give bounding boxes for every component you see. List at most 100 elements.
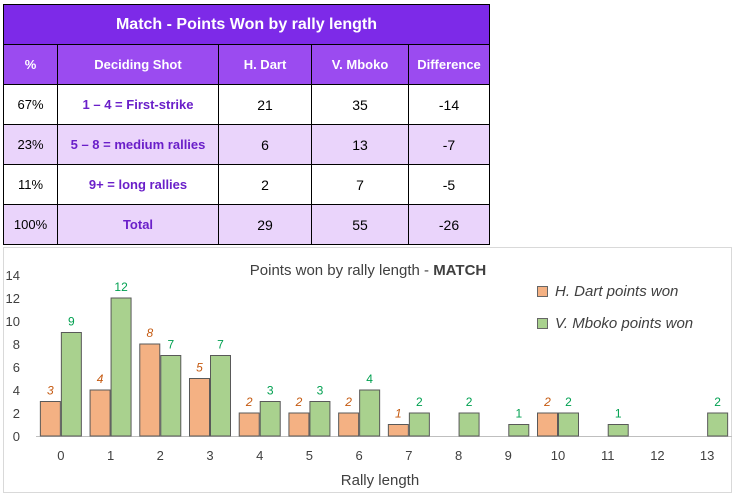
data-label-h-dart: 2 xyxy=(245,395,253,409)
header-difference: Difference xyxy=(408,44,490,85)
y-tick-label: 0 xyxy=(13,429,20,444)
row-v-mboko: 55 xyxy=(311,204,409,245)
row-h-dart: 2 xyxy=(218,164,312,205)
table-row: 67% 1 – 4 = First-strike 21 35 -14 xyxy=(3,84,490,125)
bar-h-dart xyxy=(387,424,409,437)
legend-item-h-dart: H. Dart points won xyxy=(537,283,678,300)
chart-title: Points won by rally length - MATCH xyxy=(0,262,736,279)
header-h-dart: H. Dart xyxy=(218,44,312,85)
table-title: Match - Points Won by rally length xyxy=(3,4,490,45)
x-tick-label: 2 xyxy=(157,448,164,463)
x-tick-label: 7 xyxy=(405,448,412,463)
row-difference: -14 xyxy=(408,84,490,125)
legend-label-v-mboko: V. Mboko points won xyxy=(555,315,694,332)
x-tick-label: 11 xyxy=(601,448,615,463)
data-label-h-dart: 5 xyxy=(196,361,203,375)
x-tick-label: 1 xyxy=(107,448,114,463)
bar-v-mboko xyxy=(408,412,430,437)
row-difference: -7 xyxy=(408,124,490,165)
data-label-v-mboko: 7 xyxy=(167,338,174,352)
x-tick-label: 0 xyxy=(57,448,64,463)
x-axis-title: Rally length xyxy=(341,472,419,489)
bar-v-mboko xyxy=(359,389,381,437)
y-tick-label: 14 xyxy=(6,268,20,283)
x-tick-label: 4 xyxy=(256,448,263,463)
row-deciding-shot: Total xyxy=(57,204,219,245)
row-h-dart: 29 xyxy=(218,204,312,245)
data-label-v-mboko: 2 xyxy=(416,395,423,409)
row-v-mboko: 35 xyxy=(311,84,409,125)
header-row: % Deciding Shot H. Dart V. Mboko Differe… xyxy=(3,44,490,85)
data-label-v-mboko: 9 xyxy=(68,315,75,329)
y-tick-label: 10 xyxy=(6,314,20,329)
chart-title-text: Points won by rally length - xyxy=(249,262,434,279)
bar-h-dart xyxy=(338,412,360,437)
data-label-h-dart: 4 xyxy=(97,372,104,386)
row-percent: 23% xyxy=(3,124,58,165)
data-label-v-mboko: 1 xyxy=(615,407,622,421)
y-tick-label: 8 xyxy=(13,337,20,352)
bar-v-mboko xyxy=(110,297,132,437)
data-label-h-dart: 8 xyxy=(146,326,153,340)
data-label-v-mboko: 2 xyxy=(714,395,721,409)
chart-area xyxy=(3,247,732,493)
bar-h-dart xyxy=(139,343,161,437)
x-tick-label: 3 xyxy=(206,448,213,463)
legend-label-h-dart: H. Dart points won xyxy=(555,283,679,300)
y-tick-label: 4 xyxy=(13,383,20,398)
legend-swatch-h-dart xyxy=(537,286,548,297)
row-deciding-shot: 5 – 8 = medium rallies xyxy=(57,124,219,165)
legend-swatch-v-mboko xyxy=(537,318,548,329)
x-tick-label: 12 xyxy=(650,448,664,463)
legend-item-v-mboko: V. Mboko points won xyxy=(537,315,693,332)
row-deciding-shot: 9+ = long rallies xyxy=(57,164,219,205)
y-tick-label: 6 xyxy=(13,360,20,375)
data-label-h-dart: 3 xyxy=(47,384,54,398)
data-label-v-mboko: 2 xyxy=(565,395,572,409)
bar-h-dart xyxy=(238,412,260,437)
bar-v-mboko xyxy=(210,355,231,437)
data-label-h-dart: 2 xyxy=(295,395,303,409)
bar-v-mboko xyxy=(60,332,82,437)
data-label-h-dart: 1 xyxy=(395,407,402,421)
bar-v-mboko xyxy=(458,412,480,437)
bar-v-mboko xyxy=(309,401,331,437)
bar-v-mboko xyxy=(259,401,281,437)
data-label-v-mboko: 12 xyxy=(114,280,128,294)
bar-v-mboko xyxy=(160,355,182,437)
data-label-h-dart: 2 xyxy=(344,395,352,409)
data-label-v-mboko: 3 xyxy=(317,384,324,398)
y-tick-label: 12 xyxy=(6,291,20,306)
row-percent: 100% xyxy=(3,204,58,245)
bar-h-dart xyxy=(89,389,111,437)
row-h-dart: 21 xyxy=(218,84,312,125)
chart-title-bold: MATCH xyxy=(433,262,487,279)
bar-v-mboko xyxy=(707,412,729,437)
table-row: 23% 5 – 8 = medium rallies 6 13 -7 xyxy=(3,124,490,165)
x-tick-label: 6 xyxy=(356,448,363,463)
header-deciding-shot: Deciding Shot xyxy=(57,44,219,85)
bar-h-dart xyxy=(537,412,558,437)
x-tick-label: 5 xyxy=(306,448,313,463)
y-tick-label: 2 xyxy=(13,406,20,421)
x-tick-label: 9 xyxy=(505,448,512,463)
data-label-v-mboko: 1 xyxy=(515,407,522,421)
data-label-v-mboko: 7 xyxy=(217,338,224,352)
x-tick-label: 10 xyxy=(551,448,565,463)
bar-h-dart xyxy=(288,412,310,437)
row-v-mboko: 13 xyxy=(311,124,409,165)
x-tick-label: 13 xyxy=(700,448,714,463)
bar-v-mboko xyxy=(508,424,530,437)
points-table: Match - Points Won by rally length % Dec… xyxy=(3,4,490,245)
bar-h-dart xyxy=(189,378,210,437)
row-difference: -26 xyxy=(408,204,490,245)
x-tick-label: 8 xyxy=(455,448,462,463)
row-percent: 67% xyxy=(3,84,58,125)
data-label-v-mboko: 2 xyxy=(466,395,473,409)
bar-v-mboko xyxy=(558,412,579,437)
table-row: 100% Total 29 55 -26 xyxy=(3,204,490,245)
bar-h-dart xyxy=(39,401,61,437)
data-label-v-mboko: 4 xyxy=(366,372,373,386)
data-label-h-dart: 2 xyxy=(543,395,551,409)
